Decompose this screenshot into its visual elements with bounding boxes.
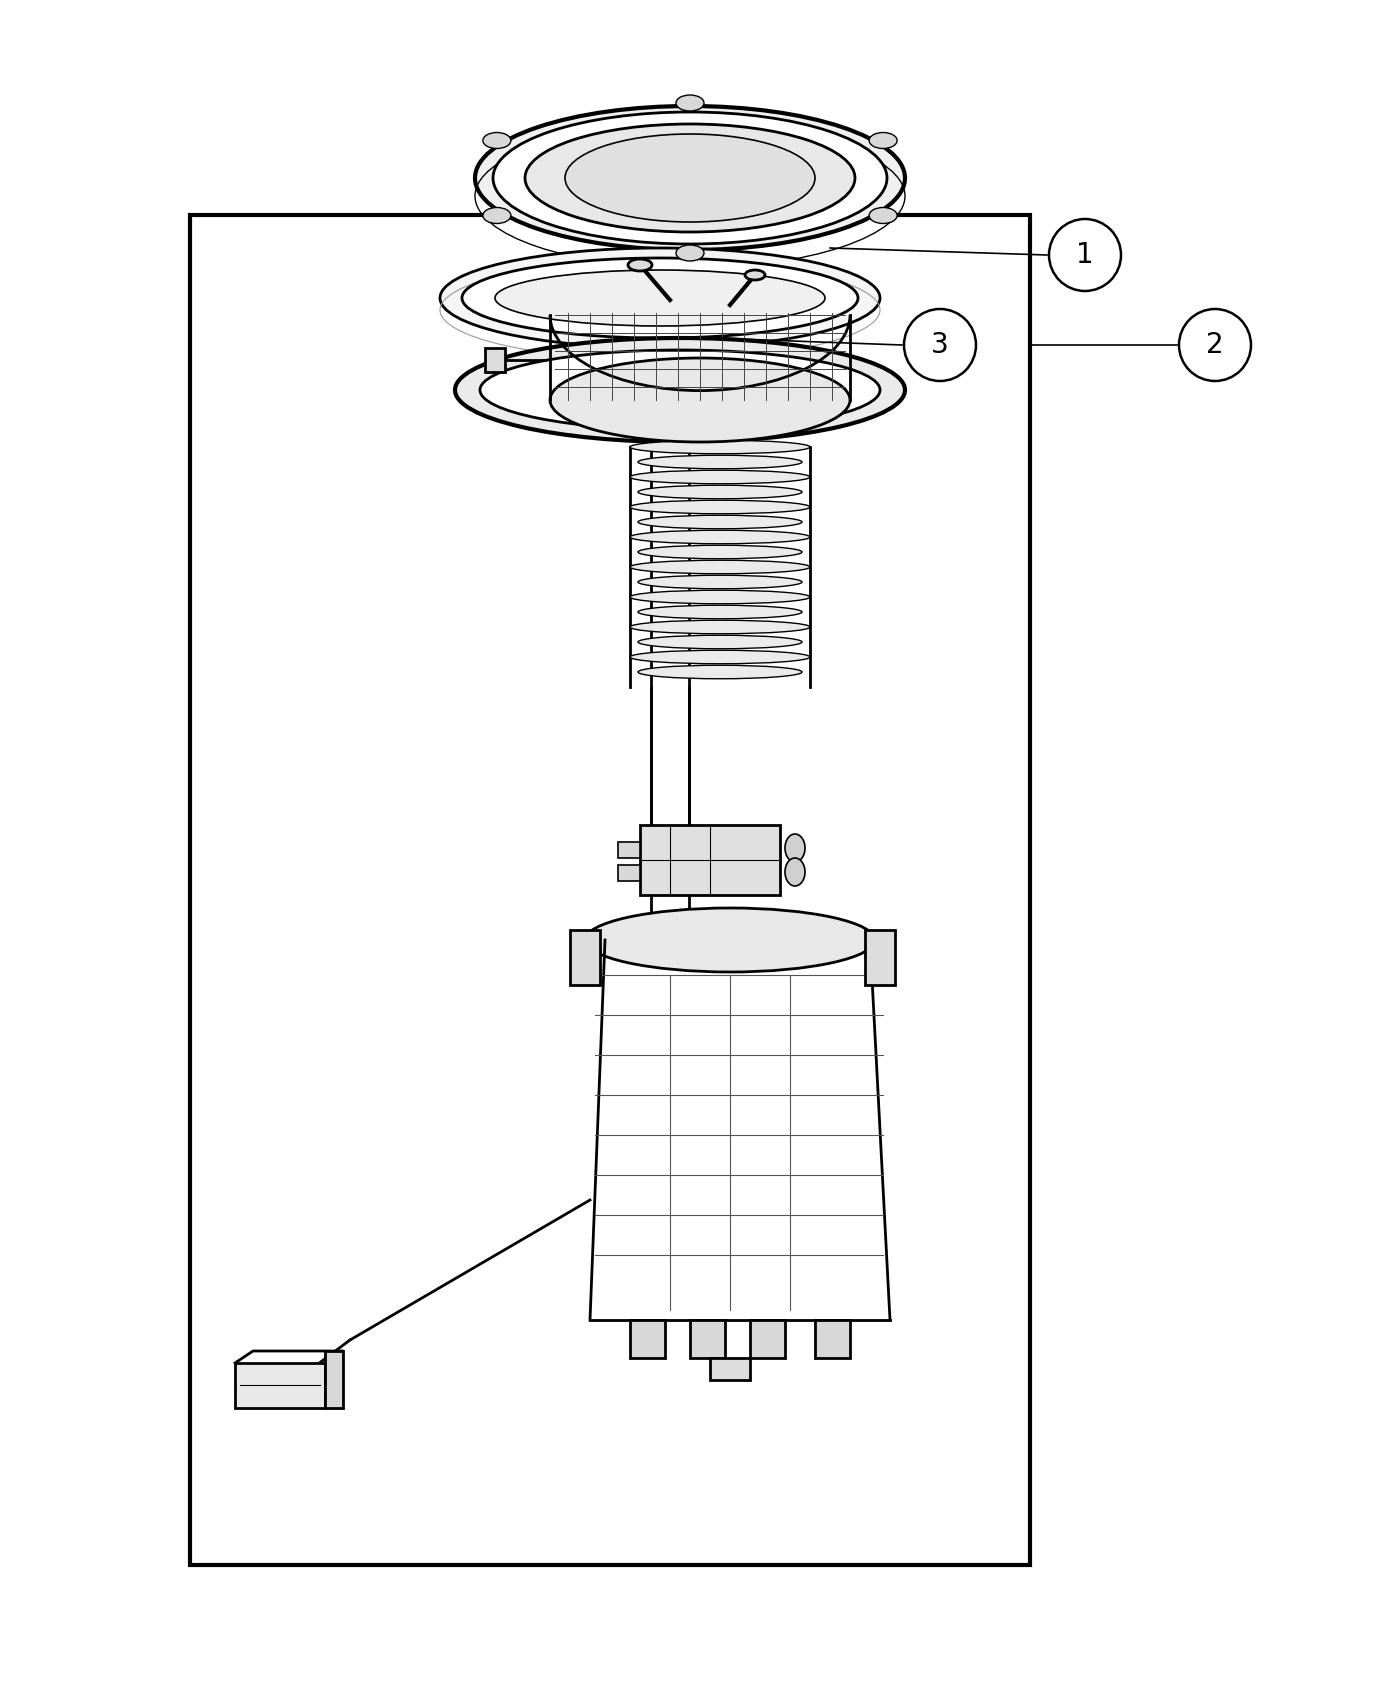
Ellipse shape bbox=[525, 124, 855, 231]
Circle shape bbox=[904, 309, 976, 381]
Ellipse shape bbox=[630, 471, 811, 484]
Ellipse shape bbox=[496, 270, 825, 326]
Ellipse shape bbox=[440, 248, 881, 348]
Bar bbox=[815, 1319, 850, 1358]
Bar bbox=[865, 930, 895, 984]
Ellipse shape bbox=[638, 484, 802, 498]
Ellipse shape bbox=[638, 575, 802, 588]
Ellipse shape bbox=[638, 546, 802, 559]
Ellipse shape bbox=[785, 858, 805, 886]
Ellipse shape bbox=[869, 207, 897, 223]
Ellipse shape bbox=[630, 620, 811, 634]
Ellipse shape bbox=[630, 500, 811, 513]
Ellipse shape bbox=[676, 95, 704, 110]
Bar bbox=[570, 930, 601, 984]
Text: 2: 2 bbox=[1207, 332, 1224, 359]
Ellipse shape bbox=[483, 207, 511, 223]
Ellipse shape bbox=[629, 258, 652, 270]
Bar bbox=[190, 214, 1030, 1566]
Ellipse shape bbox=[585, 908, 875, 972]
Ellipse shape bbox=[455, 338, 904, 442]
Ellipse shape bbox=[462, 258, 858, 338]
Ellipse shape bbox=[566, 134, 815, 223]
Ellipse shape bbox=[630, 590, 811, 604]
Ellipse shape bbox=[630, 440, 811, 454]
Ellipse shape bbox=[869, 133, 897, 148]
Ellipse shape bbox=[785, 835, 805, 862]
Bar bbox=[617, 865, 640, 881]
Bar bbox=[640, 824, 780, 894]
Bar bbox=[325, 1352, 343, 1408]
Ellipse shape bbox=[638, 456, 802, 469]
Circle shape bbox=[1049, 219, 1121, 291]
Ellipse shape bbox=[483, 133, 511, 148]
Ellipse shape bbox=[676, 245, 704, 262]
Bar bbox=[750, 1319, 785, 1358]
Bar bbox=[484, 348, 505, 372]
Bar bbox=[690, 1319, 725, 1358]
Ellipse shape bbox=[493, 112, 888, 245]
Ellipse shape bbox=[480, 350, 881, 430]
Text: 3: 3 bbox=[931, 332, 949, 359]
Bar bbox=[617, 842, 640, 858]
Ellipse shape bbox=[638, 605, 802, 619]
Circle shape bbox=[1179, 309, 1252, 381]
Ellipse shape bbox=[745, 270, 764, 280]
Bar bbox=[630, 1319, 665, 1358]
Ellipse shape bbox=[550, 359, 850, 442]
Ellipse shape bbox=[638, 636, 802, 649]
Ellipse shape bbox=[630, 561, 811, 575]
Ellipse shape bbox=[638, 515, 802, 529]
Bar bbox=[710, 1358, 750, 1380]
Ellipse shape bbox=[630, 530, 811, 544]
Text: 1: 1 bbox=[1077, 241, 1093, 269]
Ellipse shape bbox=[630, 651, 811, 663]
Bar bbox=[235, 1363, 325, 1408]
Ellipse shape bbox=[638, 665, 802, 678]
Ellipse shape bbox=[475, 105, 904, 250]
